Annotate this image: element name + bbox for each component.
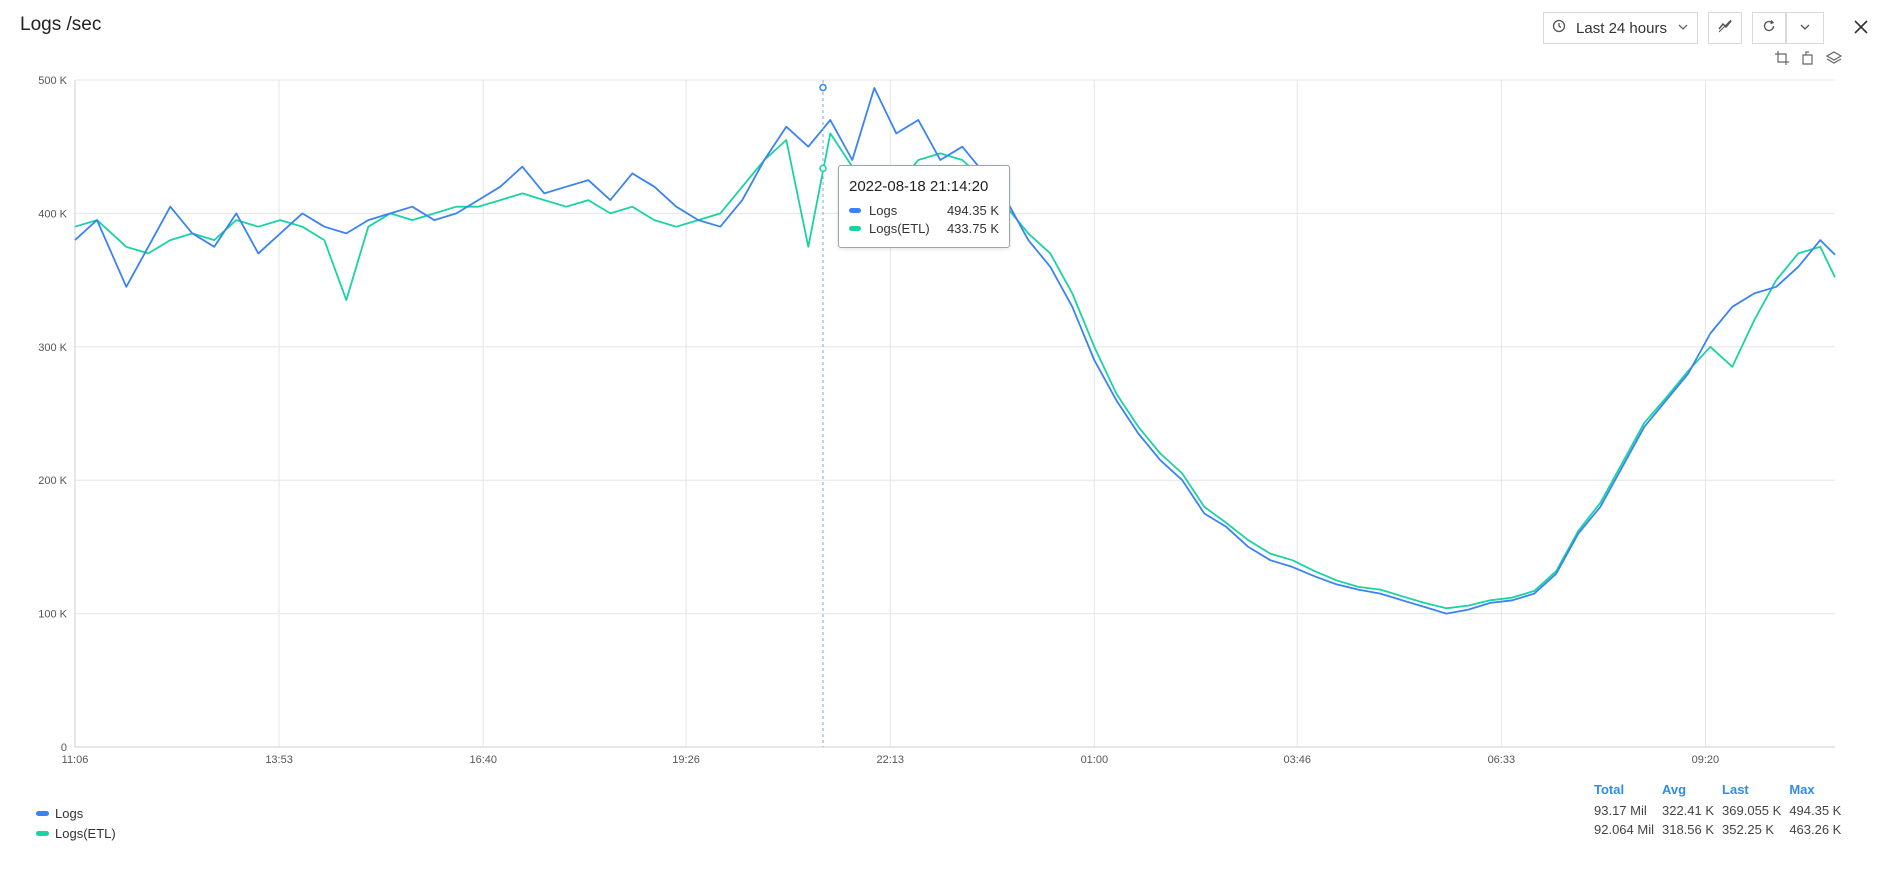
legend-swatch: [36, 830, 49, 836]
stats-cell: 318.56 K: [1661, 822, 1715, 837]
stats-row: 93.17 Mil 322.41 K 369.055 K 494.35 K: [1594, 801, 1849, 820]
crop-alt-icon[interactable]: [1800, 50, 1816, 66]
stats-cell: 93.17 Mil: [1594, 803, 1647, 818]
stats-header[interactable]: Avg: [1661, 782, 1687, 797]
legend-item-logs-etl[interactable]: Logs(ETL): [36, 823, 116, 843]
y-tick-label: 100 K: [38, 609, 67, 621]
chart-legend: Logs Logs(ETL): [36, 803, 116, 843]
tooltip-series-name: Logs: [869, 202, 898, 218]
series-line-1: [74, 132, 1836, 610]
time-range-selector[interactable]: Last 24 hours: [1543, 12, 1698, 44]
stats-cell: 92.064 Mil: [1594, 822, 1654, 837]
legend-swatch: [36, 810, 49, 816]
tooltip-time: 2022-08-18 21:14:20: [849, 178, 989, 195]
stats-header[interactable]: Last: [1722, 782, 1749, 797]
chevron-down-icon: [1677, 20, 1689, 37]
stats-cell: 463.26 K: [1789, 822, 1842, 837]
panel-title: Logs /sec: [20, 14, 102, 35]
refresh-icon: [1762, 19, 1776, 37]
y-tick-label: 0: [61, 742, 67, 754]
refresh-options-dropdown[interactable]: [1786, 12, 1824, 44]
series-line-0: [74, 87, 1836, 615]
legend-label: Logs(ETL): [55, 825, 116, 841]
x-tick-label: 03:46: [1283, 754, 1311, 766]
y-tick-label: 400 K: [38, 208, 67, 220]
y-tick-label: 200 K: [38, 475, 67, 487]
chart-tooltip: 2022-08-18 21:14:20 Logs 494.35 K Logs(E…: [838, 165, 1010, 248]
legend-item-logs[interactable]: Logs: [36, 803, 116, 823]
stats-table: Total Avg Last Max 93.17 Mil 322.41 K 36…: [1594, 782, 1849, 839]
anomaly-icon: [1717, 18, 1733, 38]
stats-cell: 352.25 K: [1722, 822, 1775, 837]
stats-cell: 322.41 K: [1661, 803, 1715, 818]
tooltip-series-name: Logs(ETL): [869, 220, 930, 236]
time-range-label: Last 24 hours: [1576, 19, 1667, 37]
hover-point-logs: [819, 83, 827, 92]
tooltip-swatch: [849, 207, 861, 213]
crop-icon[interactable]: [1774, 50, 1790, 66]
stats-cell: 369.055 K: [1722, 803, 1782, 818]
stats-header[interactable]: Total: [1594, 782, 1625, 797]
chart-tools: [1774, 50, 1843, 66]
close-button[interactable]: [1848, 14, 1874, 40]
anomaly-button[interactable]: [1708, 12, 1742, 44]
panel-toolbar: Last 24 hours: [1543, 12, 1824, 44]
hover-point-etl: [819, 164, 827, 173]
x-tick-label: 01:00: [1081, 754, 1109, 766]
clock-icon: [1552, 19, 1566, 37]
layers-icon[interactable]: [1825, 50, 1843, 66]
refresh-button[interactable]: [1752, 12, 1786, 44]
tooltip-row: Logs 494.35 K: [849, 201, 999, 219]
tooltip-series-value: 433.75 K: [946, 220, 999, 236]
x-tick-label: 16:40: [469, 754, 497, 766]
tooltip-swatch: [849, 225, 861, 231]
stats-row: 92.064 Mil 318.56 K 352.25 K 463.26 K: [1594, 820, 1849, 839]
x-tick-label: 19:26: [672, 754, 700, 766]
x-tick-label: 13:53: [265, 754, 293, 766]
line-chart: 0 100 K 200 K 300 K 400 K 500 K 11:06 13:53 16:4…: [38, 75, 1836, 766]
tooltip-series-value: 494.35 K: [946, 202, 999, 218]
y-tick-label: 500 K: [38, 75, 67, 87]
stats-cell: 494.35 K: [1789, 803, 1842, 818]
x-tick-label: 22:13: [876, 754, 904, 766]
x-tick-label: 09:20: [1692, 754, 1720, 766]
x-tick-label: 11:06: [62, 754, 89, 766]
y-tick-label: 300 K: [38, 342, 67, 354]
tooltip-row: Logs(ETL) 433.75 K: [849, 219, 999, 237]
chevron-down-icon: [1799, 20, 1811, 37]
stats-header[interactable]: Max: [1789, 782, 1815, 797]
x-tick-label: 06:33: [1488, 754, 1516, 766]
close-icon: [1848, 20, 1874, 44]
legend-label: Logs: [55, 805, 84, 821]
